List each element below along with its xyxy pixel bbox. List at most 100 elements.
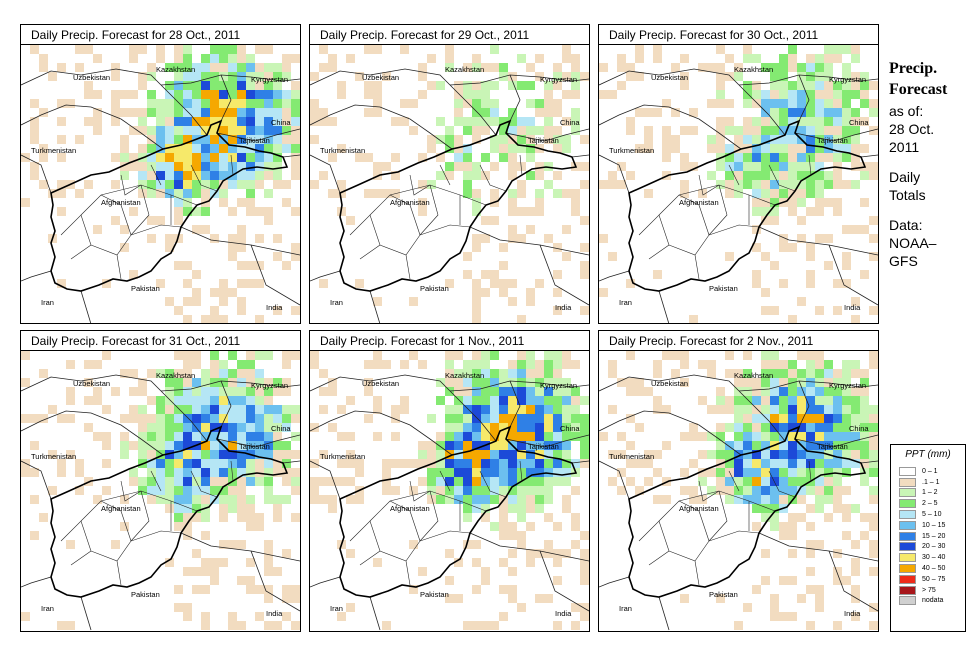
precip-cell	[310, 495, 319, 504]
precip-cell	[111, 63, 120, 72]
precip-cell	[237, 63, 246, 72]
precip-cell	[192, 495, 201, 504]
precip-cell	[824, 45, 833, 54]
precip-cell	[517, 117, 526, 126]
precip-cell	[508, 486, 517, 495]
precip-cell	[698, 360, 707, 369]
precip-cell	[427, 495, 436, 504]
precip-cell	[734, 189, 743, 198]
precip-cell	[282, 405, 291, 414]
precip-cell	[869, 171, 878, 180]
precip-cell	[743, 450, 752, 459]
precip-cell	[183, 441, 192, 450]
precip-cell	[454, 81, 463, 90]
precip-cell	[129, 270, 138, 279]
precip-cell	[662, 441, 671, 450]
precip-cell	[806, 567, 815, 576]
precip-cell	[824, 405, 833, 414]
precip-cell	[788, 522, 797, 531]
precip-cell	[129, 207, 138, 216]
precip-cell	[264, 207, 273, 216]
precip-cell	[824, 486, 833, 495]
precip-cell	[526, 432, 535, 441]
precip-cell	[490, 432, 499, 441]
precip-cell	[526, 225, 535, 234]
precip-cell	[860, 72, 869, 81]
precip-cell	[418, 153, 427, 162]
info-title-line: Precip.	[889, 60, 938, 77]
precip-cell	[355, 495, 364, 504]
precip-cell	[481, 216, 490, 225]
precip-cell	[472, 504, 481, 513]
precip-cell	[734, 459, 743, 468]
precip-cell	[282, 612, 291, 621]
precip-cell	[472, 243, 481, 252]
precip-cell	[102, 279, 111, 288]
precip-cell	[111, 180, 120, 189]
precip-cell	[869, 540, 878, 549]
precip-cell	[490, 477, 499, 486]
precip-cell	[779, 153, 788, 162]
precip-cell	[553, 171, 562, 180]
precip-cell	[680, 153, 689, 162]
precip-cell	[93, 495, 102, 504]
legend-swatch	[899, 466, 916, 476]
legend-swatch	[899, 564, 916, 574]
precip-cell	[30, 162, 39, 171]
precip-cell	[219, 63, 228, 72]
precip-cell	[273, 108, 282, 117]
precip-cell	[571, 603, 580, 612]
precip-cell	[653, 45, 662, 54]
precip-cell	[192, 225, 201, 234]
precip-cell	[526, 414, 535, 423]
precip-cell	[165, 369, 174, 378]
precip-cell	[490, 450, 499, 459]
precip-cell	[111, 117, 120, 126]
precip-cell	[364, 414, 373, 423]
precip-cell	[282, 90, 291, 99]
precip-cell	[851, 297, 860, 306]
precip-cell	[752, 396, 761, 405]
precip-cell	[111, 153, 120, 162]
precip-cell	[201, 531, 210, 540]
precip-cell	[21, 378, 30, 387]
precip-cell	[210, 117, 219, 126]
province-border	[419, 224, 471, 236]
precip-cell	[472, 414, 481, 423]
country-border	[282, 460, 300, 464]
precip-cell	[319, 450, 328, 459]
country-label-iran: Iran	[619, 604, 632, 613]
precip-cell	[815, 81, 824, 90]
province-border	[130, 224, 182, 236]
precip-cell	[156, 54, 165, 63]
precip-cell	[788, 315, 797, 323]
precip-cell	[264, 414, 273, 423]
precip-cell	[571, 540, 580, 549]
country-label-china: China	[849, 424, 869, 433]
precip-cell	[626, 63, 635, 72]
precip-cell	[752, 99, 761, 108]
precip-cell	[725, 117, 734, 126]
precip-cell	[815, 423, 824, 432]
precip-cell	[129, 468, 138, 477]
precip-cell	[761, 414, 770, 423]
precip-cell	[562, 117, 571, 126]
precip-cell	[319, 108, 328, 117]
precip-cell	[282, 378, 291, 387]
precip-cell	[842, 81, 851, 90]
precip-cell	[806, 351, 815, 360]
precip-cell	[743, 54, 752, 63]
precip-cell	[644, 387, 653, 396]
precip-cell	[84, 180, 93, 189]
precip-cell	[851, 540, 860, 549]
precip-cell	[770, 216, 779, 225]
precip-cell	[490, 495, 499, 504]
precip-cell	[770, 450, 779, 459]
precip-cell	[310, 117, 319, 126]
precip-cell	[842, 279, 851, 288]
precip-cell	[147, 369, 156, 378]
precip-cell	[264, 495, 273, 504]
precip-cell	[192, 108, 201, 117]
precip-cell	[571, 621, 580, 630]
precip-cell	[373, 360, 382, 369]
